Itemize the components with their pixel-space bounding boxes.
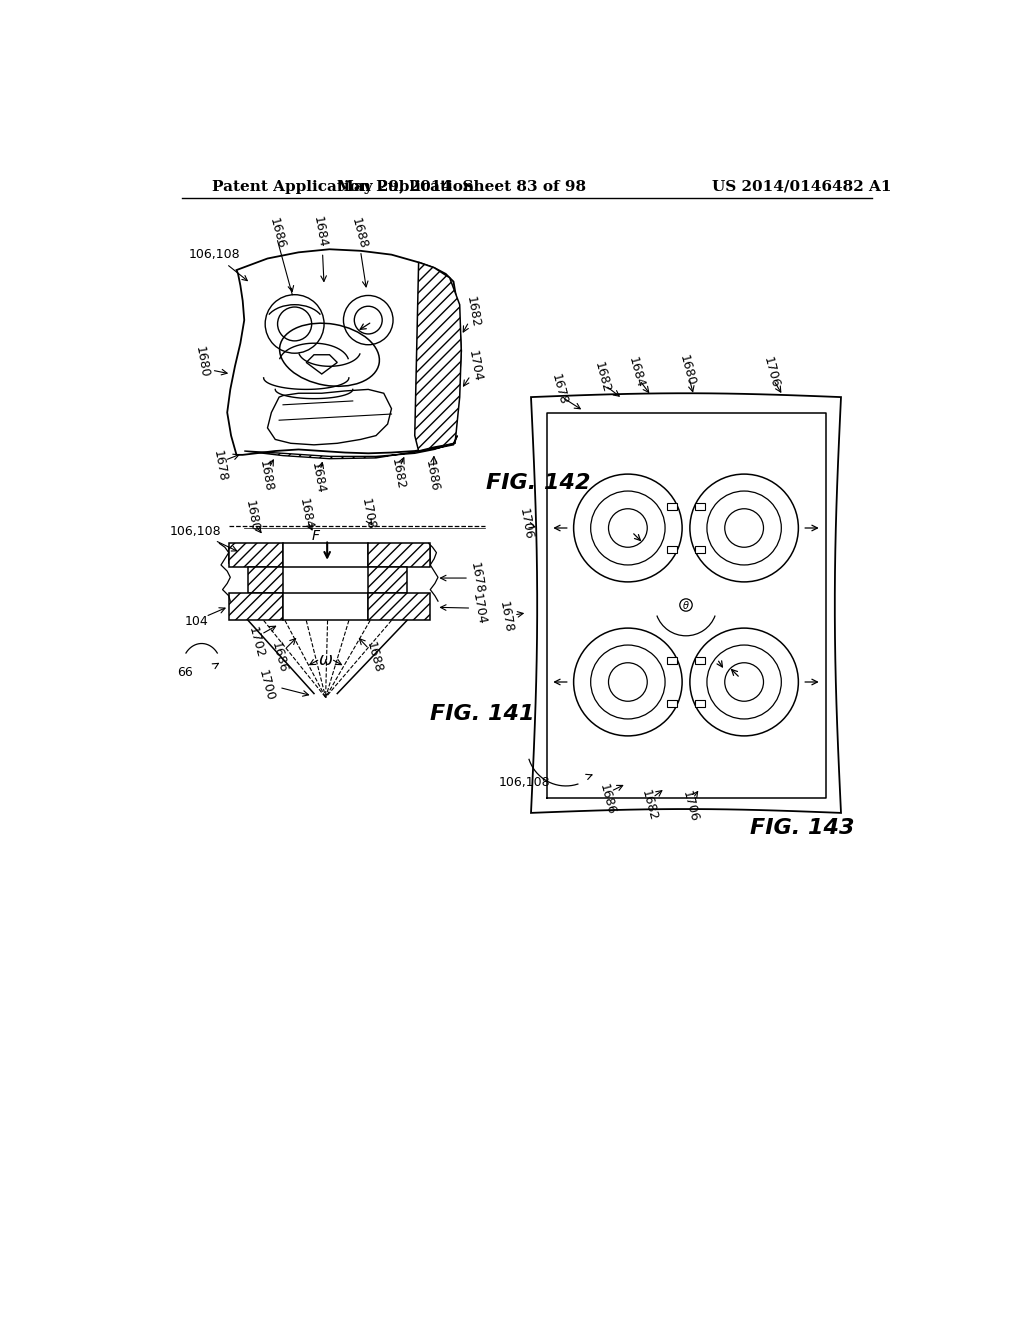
Text: 1688: 1688 bbox=[348, 216, 370, 251]
Text: FIG. 143: FIG. 143 bbox=[750, 818, 854, 838]
Text: 106,108: 106,108 bbox=[189, 248, 248, 281]
Text: 106,108: 106,108 bbox=[499, 776, 551, 788]
Polygon shape bbox=[228, 594, 283, 620]
Text: May 29, 2014  Sheet 83 of 98: May 29, 2014 Sheet 83 of 98 bbox=[337, 180, 586, 194]
Polygon shape bbox=[228, 544, 283, 566]
Polygon shape bbox=[369, 544, 430, 566]
Text: 1684: 1684 bbox=[311, 215, 330, 248]
Text: 1706: 1706 bbox=[761, 355, 781, 389]
Polygon shape bbox=[228, 548, 430, 562]
Bar bbox=[668, 546, 677, 553]
Bar bbox=[695, 503, 705, 510]
Polygon shape bbox=[369, 594, 430, 620]
Text: FIG. 141: FIG. 141 bbox=[430, 705, 535, 725]
Text: 1678: 1678 bbox=[468, 561, 486, 595]
Circle shape bbox=[573, 474, 682, 582]
Circle shape bbox=[690, 628, 799, 737]
Bar bbox=[695, 657, 705, 664]
Circle shape bbox=[573, 628, 682, 737]
Text: 1706: 1706 bbox=[516, 507, 535, 541]
Text: 1688: 1688 bbox=[257, 459, 275, 492]
Text: US 2014/0146482 A1: US 2014/0146482 A1 bbox=[713, 180, 892, 194]
Text: 1684: 1684 bbox=[626, 355, 647, 389]
Text: 1704: 1704 bbox=[466, 350, 484, 383]
Bar bbox=[695, 546, 705, 553]
Polygon shape bbox=[283, 544, 369, 566]
Text: 106,108: 106,108 bbox=[170, 524, 237, 550]
Text: $\omega$: $\omega$ bbox=[318, 652, 333, 669]
Polygon shape bbox=[415, 263, 461, 451]
Text: 1686: 1686 bbox=[423, 459, 441, 492]
Text: 1686: 1686 bbox=[267, 216, 288, 251]
Bar bbox=[695, 701, 705, 706]
Bar bbox=[668, 503, 677, 510]
Text: 1686: 1686 bbox=[597, 781, 617, 816]
Text: 1700: 1700 bbox=[256, 669, 276, 704]
Text: 1678: 1678 bbox=[549, 372, 569, 407]
Text: 1688: 1688 bbox=[365, 640, 385, 675]
Text: 1702: 1702 bbox=[246, 624, 266, 659]
Text: F: F bbox=[311, 529, 319, 543]
Text: 1684: 1684 bbox=[308, 461, 327, 495]
Bar bbox=[668, 701, 677, 706]
Text: 66: 66 bbox=[177, 667, 193, 680]
Text: 1682: 1682 bbox=[592, 360, 612, 395]
Text: 1682: 1682 bbox=[638, 788, 659, 822]
Text: 1680: 1680 bbox=[243, 500, 261, 533]
Text: FIG. 142: FIG. 142 bbox=[486, 474, 591, 494]
Text: 1680: 1680 bbox=[677, 354, 698, 387]
Text: 1708: 1708 bbox=[359, 498, 378, 531]
Text: 1684: 1684 bbox=[297, 498, 315, 531]
Polygon shape bbox=[248, 566, 283, 594]
Circle shape bbox=[690, 474, 799, 582]
Polygon shape bbox=[245, 436, 458, 459]
Text: 104: 104 bbox=[184, 615, 208, 628]
Bar bbox=[668, 657, 677, 664]
Text: Patent Application Publication: Patent Application Publication bbox=[212, 180, 474, 194]
Text: 1682: 1682 bbox=[464, 296, 482, 329]
Text: 1704: 1704 bbox=[470, 593, 488, 626]
Text: 1678: 1678 bbox=[497, 599, 515, 634]
Text: 1682: 1682 bbox=[388, 458, 407, 491]
Text: 1686: 1686 bbox=[268, 640, 290, 675]
Text: 1680: 1680 bbox=[193, 346, 211, 379]
Polygon shape bbox=[369, 566, 407, 594]
Text: 1706: 1706 bbox=[680, 789, 701, 824]
Text: $\theta$: $\theta$ bbox=[682, 599, 690, 611]
Polygon shape bbox=[283, 594, 369, 620]
Text: 1678: 1678 bbox=[210, 450, 228, 483]
